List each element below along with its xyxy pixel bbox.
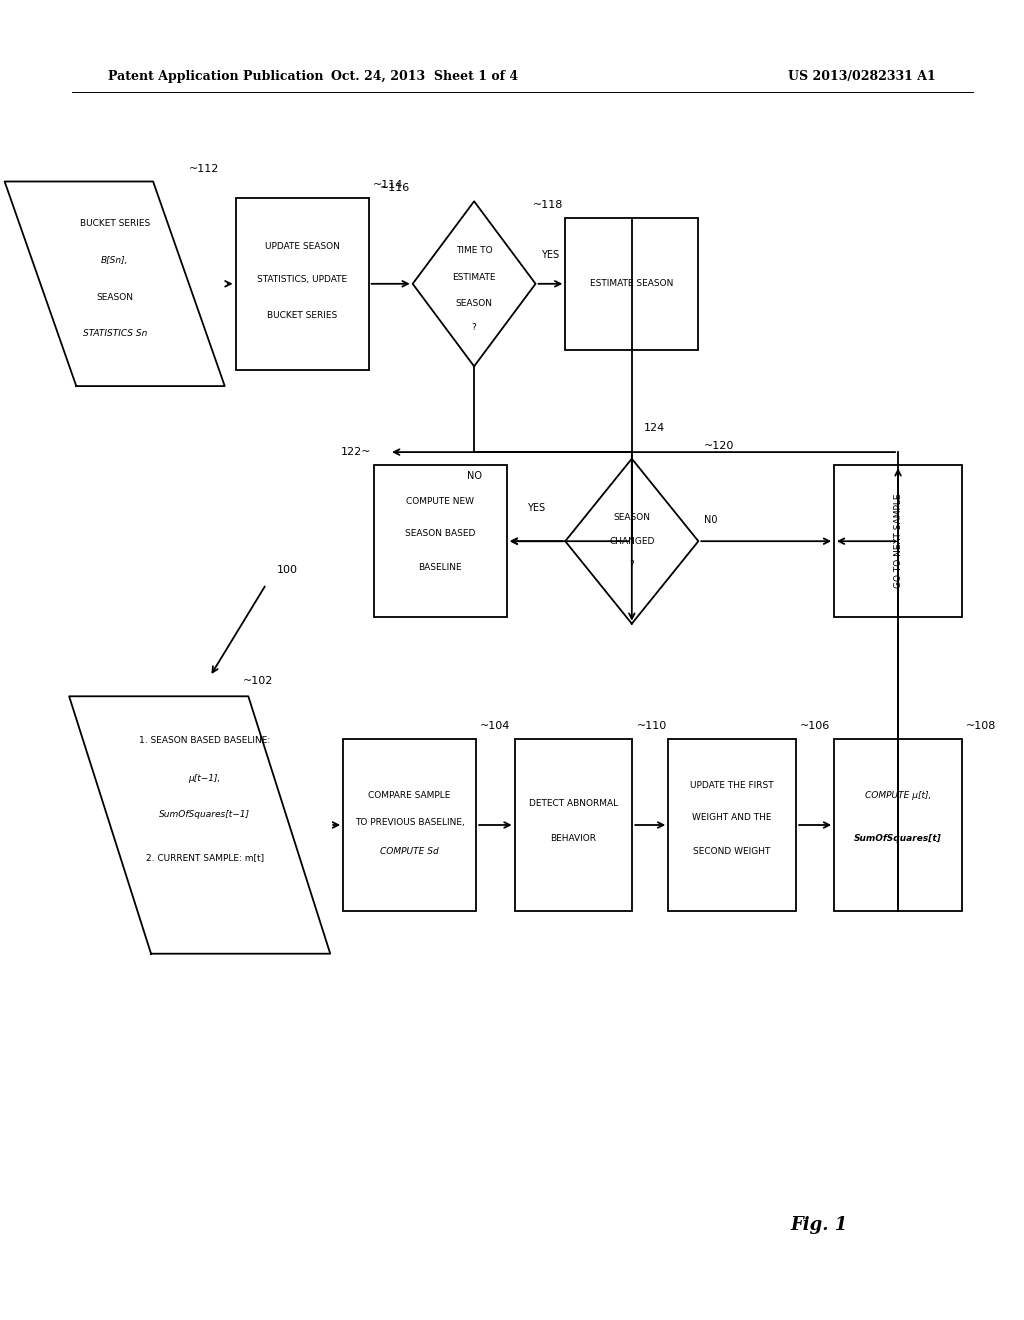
Text: 122~: 122~	[341, 447, 372, 458]
Text: 100: 100	[276, 565, 298, 576]
Text: ~116: ~116	[380, 183, 411, 193]
Polygon shape	[70, 697, 330, 953]
Text: ~108: ~108	[967, 721, 996, 731]
Text: NO: NO	[467, 471, 481, 480]
Text: Oct. 24, 2013  Sheet 1 of 4: Oct. 24, 2013 Sheet 1 of 4	[332, 70, 518, 83]
Text: COMPARE SAMPLE: COMPARE SAMPLE	[369, 792, 451, 800]
Text: COMPUTE NEW: COMPUTE NEW	[407, 498, 474, 506]
Text: SumOfSquares[t]: SumOfSquares[t]	[854, 834, 942, 842]
Text: SEASON: SEASON	[96, 293, 133, 301]
Polygon shape	[565, 459, 698, 624]
Text: DETECT ABNORMAL: DETECT ABNORMAL	[528, 800, 618, 808]
Text: ~102: ~102	[243, 676, 273, 685]
Text: B[Sn],: B[Sn],	[101, 256, 128, 264]
FancyBboxPatch shape	[343, 739, 476, 911]
Text: ?: ?	[472, 323, 476, 331]
Text: μ[t−1],: μ[t−1],	[188, 775, 221, 783]
FancyBboxPatch shape	[565, 218, 698, 350]
Text: ESTIMATE SEASON: ESTIMATE SEASON	[590, 280, 674, 288]
Text: SumOfSquares[t−1]: SumOfSquares[t−1]	[160, 810, 250, 818]
FancyBboxPatch shape	[834, 739, 963, 911]
Text: ~106: ~106	[801, 721, 830, 731]
Text: 2. CURRENT SAMPLE: m[t]: 2. CURRENT SAMPLE: m[t]	[145, 854, 264, 862]
FancyBboxPatch shape	[834, 466, 963, 618]
Text: GO TO NEXT SAMPLE: GO TO NEXT SAMPLE	[894, 494, 902, 589]
Text: BUCKET SERIES: BUCKET SERIES	[80, 219, 150, 227]
Polygon shape	[5, 181, 225, 385]
Text: 124: 124	[644, 424, 666, 433]
Text: BEHAVIOR: BEHAVIOR	[551, 834, 596, 842]
Text: N0: N0	[703, 515, 718, 525]
Text: US 2013/0282331 A1: US 2013/0282331 A1	[788, 70, 936, 83]
Text: SECOND WEIGHT: SECOND WEIGHT	[693, 847, 771, 855]
Text: ~112: ~112	[188, 164, 219, 173]
Text: UPDATE THE FIRST: UPDATE THE FIRST	[690, 781, 774, 789]
FancyBboxPatch shape	[236, 198, 369, 370]
FancyBboxPatch shape	[374, 466, 507, 618]
Text: TO PREVIOUS BASELINE,: TO PREVIOUS BASELINE,	[354, 818, 465, 826]
FancyBboxPatch shape	[515, 739, 633, 911]
Text: UPDATE SEASON: UPDATE SEASON	[264, 243, 340, 251]
Text: 1. SEASON BASED BASELINE:: 1. SEASON BASED BASELINE:	[139, 737, 270, 744]
Text: BUCKET SERIES: BUCKET SERIES	[267, 312, 337, 319]
Text: WEIGHT AND THE: WEIGHT AND THE	[692, 813, 772, 821]
Text: TIME TO: TIME TO	[456, 247, 493, 255]
Text: ~114: ~114	[373, 180, 403, 190]
Text: Patent Application Publication: Patent Application Publication	[108, 70, 323, 83]
Polygon shape	[413, 201, 536, 366]
Text: ESTIMATE: ESTIMATE	[453, 273, 496, 281]
Text: YES: YES	[542, 249, 559, 260]
Text: SEASON: SEASON	[456, 300, 493, 308]
Text: YES: YES	[527, 503, 545, 513]
Text: COMPUTE Sd: COMPUTE Sd	[380, 847, 439, 855]
Text: COMPUTE μ[t],: COMPUTE μ[t],	[865, 792, 931, 800]
Text: STATISTICS, UPDATE: STATISTICS, UPDATE	[257, 276, 347, 284]
Text: ~118: ~118	[532, 199, 563, 210]
FancyBboxPatch shape	[668, 739, 797, 911]
Text: SEASON: SEASON	[613, 513, 650, 521]
Text: STATISTICS Sn: STATISTICS Sn	[83, 330, 146, 338]
Text: ~110: ~110	[637, 721, 667, 731]
Text: CHANGED: CHANGED	[609, 537, 654, 545]
Text: Fig. 1: Fig. 1	[791, 1216, 848, 1234]
Text: ~104: ~104	[480, 721, 511, 731]
Text: ?: ?	[630, 561, 634, 569]
Text: SEASON BASED: SEASON BASED	[406, 529, 475, 537]
Text: ~120: ~120	[703, 441, 734, 451]
Text: BASELINE: BASELINE	[419, 564, 462, 572]
